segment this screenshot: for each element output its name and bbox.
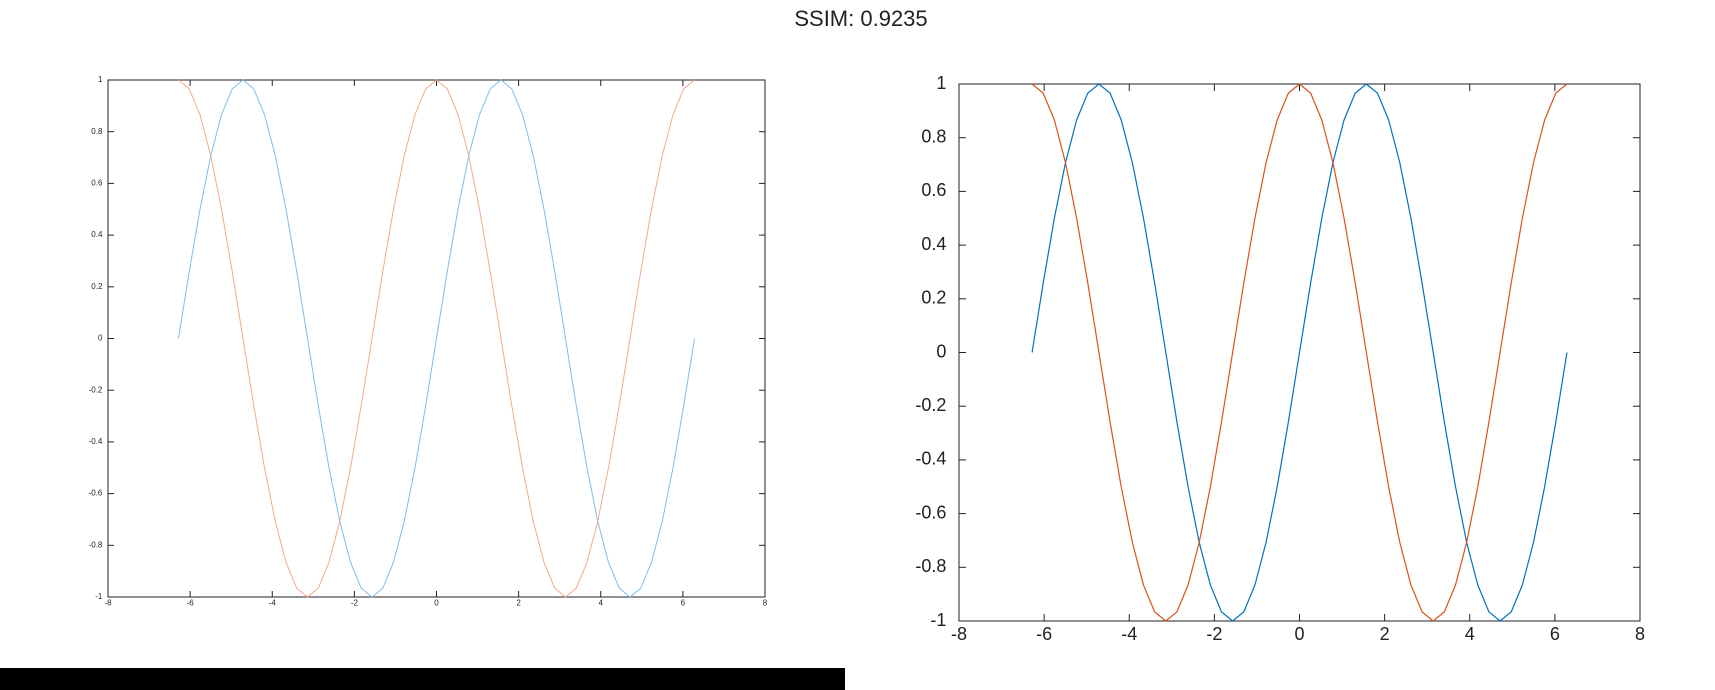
y-tick-label: 0.6 — [91, 179, 103, 188]
x-tick-label: -6 — [187, 599, 195, 608]
y-tick-label: 1 — [98, 75, 103, 84]
y-tick-label: -0.4 — [915, 449, 946, 469]
y-tick-label: 0 — [98, 334, 103, 343]
y-tick-label: -1 — [95, 592, 103, 601]
x-tick-label: -4 — [269, 599, 277, 608]
x-tick-label: -4 — [1121, 624, 1137, 644]
y-tick-label: 1 — [936, 73, 946, 93]
y-tick-label: 0.4 — [91, 230, 103, 239]
y-tick-label: -0.2 — [915, 395, 946, 415]
x-tick-label: 4 — [599, 599, 604, 608]
x-tick-label: 4 — [1465, 624, 1475, 644]
line-series — [178, 79, 695, 598]
chart: -1 -0.8 -0.6 -0.4 -0.2 0 0.2 0.4 0.6 0.8 1 -8 -6 -4 -2… — [89, 75, 768, 607]
chart: -1 -0.8 -0.6 -0.4 -0.2 0 0.2 0.4 0.6 0.8 1 -8 -6 -4 -2… — [915, 73, 1645, 644]
page-title: SSIM: 0.9235 — [794, 6, 927, 31]
y-tick-label: -1 — [930, 610, 946, 630]
x-tick-label: 6 — [1550, 624, 1560, 644]
x-tick-label: 2 — [1380, 624, 1390, 644]
black-bar — [0, 668, 845, 690]
y-tick-label: 0.6 — [921, 180, 946, 200]
x-tick-label: -6 — [1036, 624, 1052, 644]
x-tick-label: 2 — [516, 599, 521, 608]
x-tick-label: -8 — [951, 624, 967, 644]
line-series — [1031, 83, 1568, 622]
x-tick-label: 6 — [681, 599, 686, 608]
y-tick-label: 0.2 — [91, 282, 103, 291]
line-series — [178, 79, 695, 598]
y-tick-label: -0.8 — [89, 540, 103, 549]
line-series — [1031, 83, 1568, 622]
x-tick-label: 0 — [1294, 624, 1304, 644]
x-tick-label: -2 — [1206, 624, 1222, 644]
y-tick-label: 0.8 — [91, 127, 103, 136]
y-tick-label: 0.8 — [921, 126, 946, 146]
y-tick-label: -0.2 — [89, 385, 103, 394]
x-tick-label: -2 — [351, 599, 359, 608]
x-tick-label: 8 — [763, 599, 768, 608]
x-tick-label: -8 — [104, 599, 112, 608]
y-tick-label: 0.4 — [921, 234, 946, 254]
y-tick-label: -0.6 — [89, 489, 103, 498]
y-tick-label: 0.2 — [921, 288, 946, 308]
y-tick-label: 0 — [936, 341, 946, 361]
y-tick-label: -0.4 — [89, 437, 103, 446]
x-tick-label: 0 — [434, 599, 439, 608]
y-tick-label: -0.6 — [915, 502, 946, 522]
y-tick-label: -0.8 — [915, 556, 946, 576]
x-tick-label: 8 — [1635, 624, 1645, 644]
